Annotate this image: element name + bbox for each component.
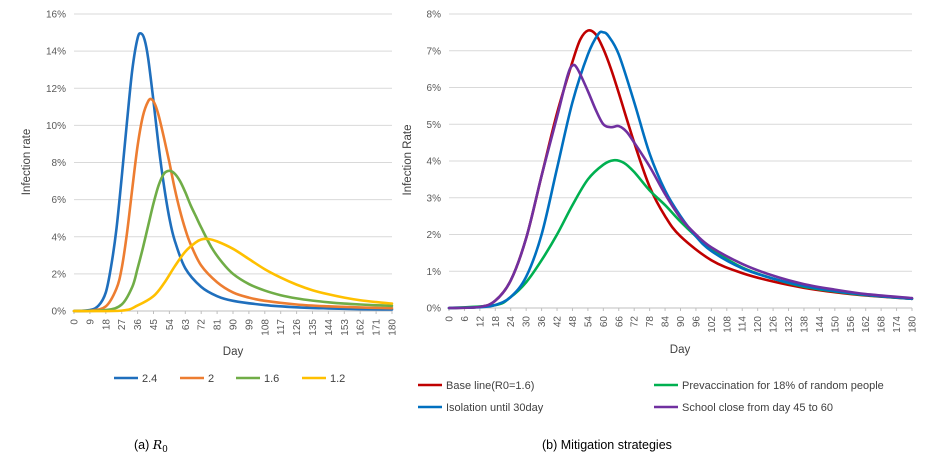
x-tick-label: 81 — [213, 319, 224, 331]
chart-mitigation: 0% 1% 2% 3% 4% 5% 6% 7% 8% 0 6 12 18 24 30 36 42 48 54 60 66… — [402, 10, 919, 453]
x-tick-label: 102 — [707, 316, 718, 333]
x-tick-label: 12 — [475, 316, 486, 328]
x-tick-label: 108 — [722, 316, 733, 333]
legend-label-2: Prevaccination for 18% of random people — [682, 380, 884, 392]
x-tick-label: 144 — [815, 316, 826, 333]
x-tick-label: 6 — [460, 316, 471, 322]
x-tick-label: 120 — [753, 316, 764, 333]
y-axis-title: Infection rate — [21, 129, 33, 195]
legend-label-4: School close from day 45 to 60 — [682, 402, 833, 414]
y-tick-label: 6% — [52, 195, 67, 206]
y-tick-label: 3% — [427, 193, 442, 204]
x-tick-label: 27 — [117, 319, 128, 331]
y-tick-label: 8% — [52, 158, 67, 169]
chart-r0: 0%2%4%6%8%10%12%14%16%0 9 18 27 36 45 54 63 72 81… — [21, 10, 399, 456]
x-tick-label: 90 — [229, 319, 240, 331]
x-tick-label: 162 — [861, 316, 872, 333]
x-tick-label: 84 — [661, 316, 672, 328]
series-line-2 — [72, 97, 394, 313]
x-tick-label: 66 — [614, 316, 625, 328]
x-tick-label: 180 — [908, 316, 919, 333]
x-tick-label: 72 — [630, 316, 641, 328]
subfigure-caption: (b) Mitigation strategies — [542, 438, 672, 452]
x-tick-label: 132 — [784, 316, 795, 333]
x-tick-label: 36 — [133, 319, 144, 331]
y-tick-label: 5% — [427, 120, 442, 131]
series-line-3 — [72, 169, 394, 313]
y-tick-label: 14% — [46, 47, 66, 58]
legend-label-4: 1.2 — [330, 373, 345, 385]
x-tick-label: 45 — [149, 319, 160, 331]
y-tick-label: 4% — [427, 157, 442, 168]
series-line-3 — [447, 30, 914, 310]
x-tick-label: 114 — [738, 316, 749, 332]
x-tick-label: 150 — [830, 316, 841, 333]
legend-label-2: 2 — [208, 373, 214, 385]
y-axis-title: Infection Rate — [402, 125, 414, 196]
y-tick-label: 7% — [427, 46, 442, 57]
x-tick-label: 135 — [308, 319, 319, 336]
x-tick-label: 180 — [388, 319, 399, 336]
x-tick-label: 153 — [340, 319, 351, 336]
y-tick-label: 16% — [46, 10, 66, 21]
y-tick-label: 0% — [427, 304, 442, 315]
legend-label-1: Base line(R0=1.6) — [446, 380, 534, 392]
y-tick-label: 6% — [427, 83, 442, 94]
series-line-1 — [447, 28, 914, 310]
series-line-4 — [447, 63, 914, 310]
x-tick-label: 168 — [877, 316, 888, 333]
legend-label-3: 1.6 — [264, 373, 279, 385]
x-tick-label: 48 — [568, 316, 579, 328]
x-tick-label: 99 — [244, 319, 255, 331]
x-tick-label: 30 — [522, 316, 533, 328]
x-tick-label: 54 — [165, 319, 176, 331]
y-tick-label: 2% — [427, 230, 442, 241]
x-tick-label: 42 — [553, 316, 564, 328]
x-tick-label: 162 — [356, 319, 367, 336]
x-tick-label: 18 — [491, 316, 502, 328]
x-tick-label: 138 — [799, 316, 810, 333]
y-tick-label: 8% — [427, 10, 442, 21]
x-tick-label: 54 — [583, 316, 594, 328]
x-tick-label: 117 — [276, 319, 287, 335]
x-axis-title: Day — [223, 346, 244, 358]
x-tick-label: 171 — [372, 319, 383, 336]
y-tick-label: 12% — [46, 84, 66, 95]
x-tick-label: 126 — [292, 319, 303, 336]
y-tick-label: 0% — [52, 307, 67, 318]
x-tick-label: 156 — [846, 316, 857, 333]
x-tick-label: 90 — [676, 316, 687, 328]
caption-prefix: (a) — [134, 438, 153, 452]
x-axis-title: Day — [670, 344, 691, 356]
x-tick-label: 108 — [260, 319, 271, 336]
x-tick-label: 144 — [324, 319, 335, 336]
x-tick-label: 9 — [85, 319, 96, 325]
x-tick-label: 174 — [892, 316, 903, 333]
x-tick-label: 0 — [70, 319, 81, 325]
x-tick-label: 63 — [181, 319, 192, 331]
subfigure-caption: (a) R0 — [134, 437, 168, 455]
x-tick-label: 24 — [506, 316, 517, 328]
series-line-4 — [72, 237, 394, 313]
y-tick-label: 2% — [52, 269, 67, 280]
y-tick-label: 4% — [52, 232, 67, 243]
x-tick-label: 60 — [599, 316, 610, 328]
x-tick-label: 96 — [691, 316, 702, 328]
y-tick-label: 10% — [46, 121, 66, 132]
x-tick-label: 18 — [101, 319, 112, 331]
x-tick-label: 126 — [769, 316, 780, 333]
y-tick-label: 1% — [427, 267, 442, 278]
x-tick-label: 36 — [537, 316, 548, 328]
legend-label-3: Isolation until 30day — [446, 402, 544, 414]
x-tick-label: 78 — [645, 316, 656, 328]
caption-subscript: 0 — [162, 445, 168, 455]
caption-symbol: R — [152, 437, 162, 452]
x-tick-label: 72 — [197, 319, 208, 331]
legend-label-1: 2.4 — [142, 373, 157, 385]
x-tick-label: 0 — [445, 316, 456, 322]
